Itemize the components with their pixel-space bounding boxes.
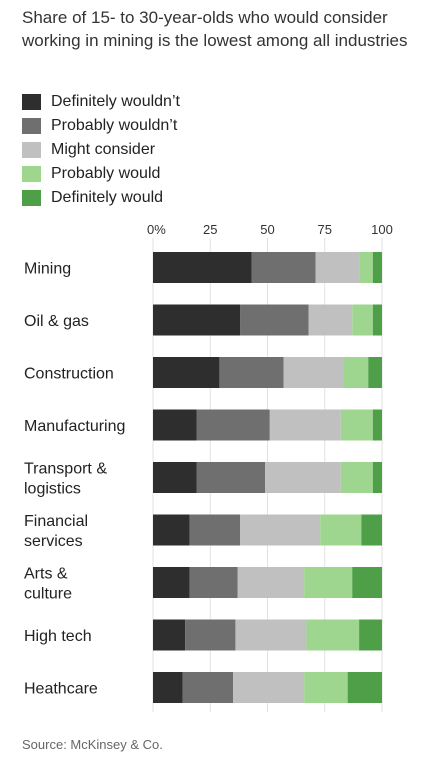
bar-segment	[153, 619, 186, 651]
bar-segment	[372, 252, 382, 283]
x-tick-label: 100	[371, 222, 393, 237]
legend-label: Probably wouldn’t	[51, 117, 178, 134]
bar-segment	[372, 409, 382, 441]
legend-swatch	[22, 190, 41, 206]
legend-item: Definitely wouldn’t	[22, 90, 180, 114]
category-label: Mining	[24, 261, 71, 278]
bar-segment	[320, 514, 362, 546]
legend-item: Probably wouldn’t	[22, 114, 180, 138]
category-label: culture	[24, 586, 72, 603]
bar-segment	[233, 672, 305, 703]
bar-segment	[352, 567, 382, 598]
x-tick-label: 25	[203, 222, 217, 237]
bar-segment	[182, 672, 234, 703]
x-tick-label: 50	[260, 222, 274, 237]
bar-segment	[306, 619, 360, 651]
category-label: High tech	[24, 628, 92, 645]
legend: Definitely wouldn’t Probably wouldn’t Migh…	[22, 90, 180, 210]
category-label: Transport &	[24, 461, 107, 478]
category-label: services	[24, 533, 83, 550]
bar-segment	[153, 462, 197, 493]
legend-swatch	[22, 142, 41, 158]
bar-segment	[189, 567, 238, 598]
legend-label: Definitely wouldn’t	[51, 93, 180, 110]
category-label: Manufacturing	[24, 418, 125, 435]
bar-segment	[185, 619, 236, 651]
source-note: Source: McKinsey & Co.	[22, 737, 163, 752]
legend-swatch	[22, 166, 41, 182]
category-label: Oil & gas	[24, 313, 89, 330]
x-tick-label: 75	[318, 222, 332, 237]
bar-segment	[359, 252, 373, 283]
bar-segment	[265, 462, 341, 493]
bar-segment	[304, 567, 353, 598]
category-label: Arts &	[24, 566, 68, 583]
bar-segment	[153, 357, 220, 388]
bar-segment	[340, 409, 373, 441]
bar-segment	[153, 514, 190, 546]
bar-segment	[283, 357, 344, 388]
legend-item: Might consider	[22, 138, 180, 162]
legend-swatch	[22, 118, 41, 134]
bar-segment	[153, 567, 190, 598]
bar-segment	[359, 619, 382, 651]
bar-segment	[240, 514, 321, 546]
bar-segment	[219, 357, 284, 388]
bar-segment	[368, 357, 382, 388]
legend-swatch	[22, 94, 41, 110]
bar-segment	[308, 304, 353, 336]
bar-segment	[269, 409, 341, 441]
category-label: Heathcare	[24, 681, 98, 698]
category-label: Financial	[24, 513, 88, 530]
bar-segment	[153, 672, 183, 703]
category-label: logistics	[24, 481, 81, 498]
bar-segment	[153, 304, 241, 336]
bar-segment	[235, 619, 307, 651]
legend-item: Definitely would	[22, 186, 180, 210]
bar-segment	[372, 462, 382, 493]
bar-segment	[340, 462, 373, 493]
chart-plot: 0% 25 50 75 100 Mining Oil & gas Construction Ma…	[24, 222, 393, 712]
bar-segment	[315, 252, 360, 283]
x-tick-label: 0%	[147, 222, 166, 237]
bar-segment	[196, 409, 270, 441]
bar-segment	[251, 252, 316, 283]
category-label: Construction	[24, 366, 114, 383]
bar-segment	[343, 357, 369, 388]
bar-segment	[189, 514, 241, 546]
legend-label: Probably would	[51, 165, 161, 182]
bar-segment	[196, 462, 266, 493]
bar-segment	[361, 514, 382, 546]
bar-segment	[304, 672, 348, 703]
legend-label: Definitely would	[51, 189, 164, 206]
bar-segment	[237, 567, 305, 598]
bar-segment	[153, 252, 252, 283]
bar-segment	[153, 409, 197, 441]
bar-segment	[240, 304, 309, 336]
bar-segment	[372, 304, 382, 336]
legend-item: Probably would	[22, 162, 180, 186]
chart-title: Share of 15- to 30-year-olds who would c…	[22, 8, 408, 50]
bar-segment	[347, 672, 382, 703]
bar-segment	[352, 304, 373, 336]
legend-label: Might consider	[51, 141, 156, 158]
